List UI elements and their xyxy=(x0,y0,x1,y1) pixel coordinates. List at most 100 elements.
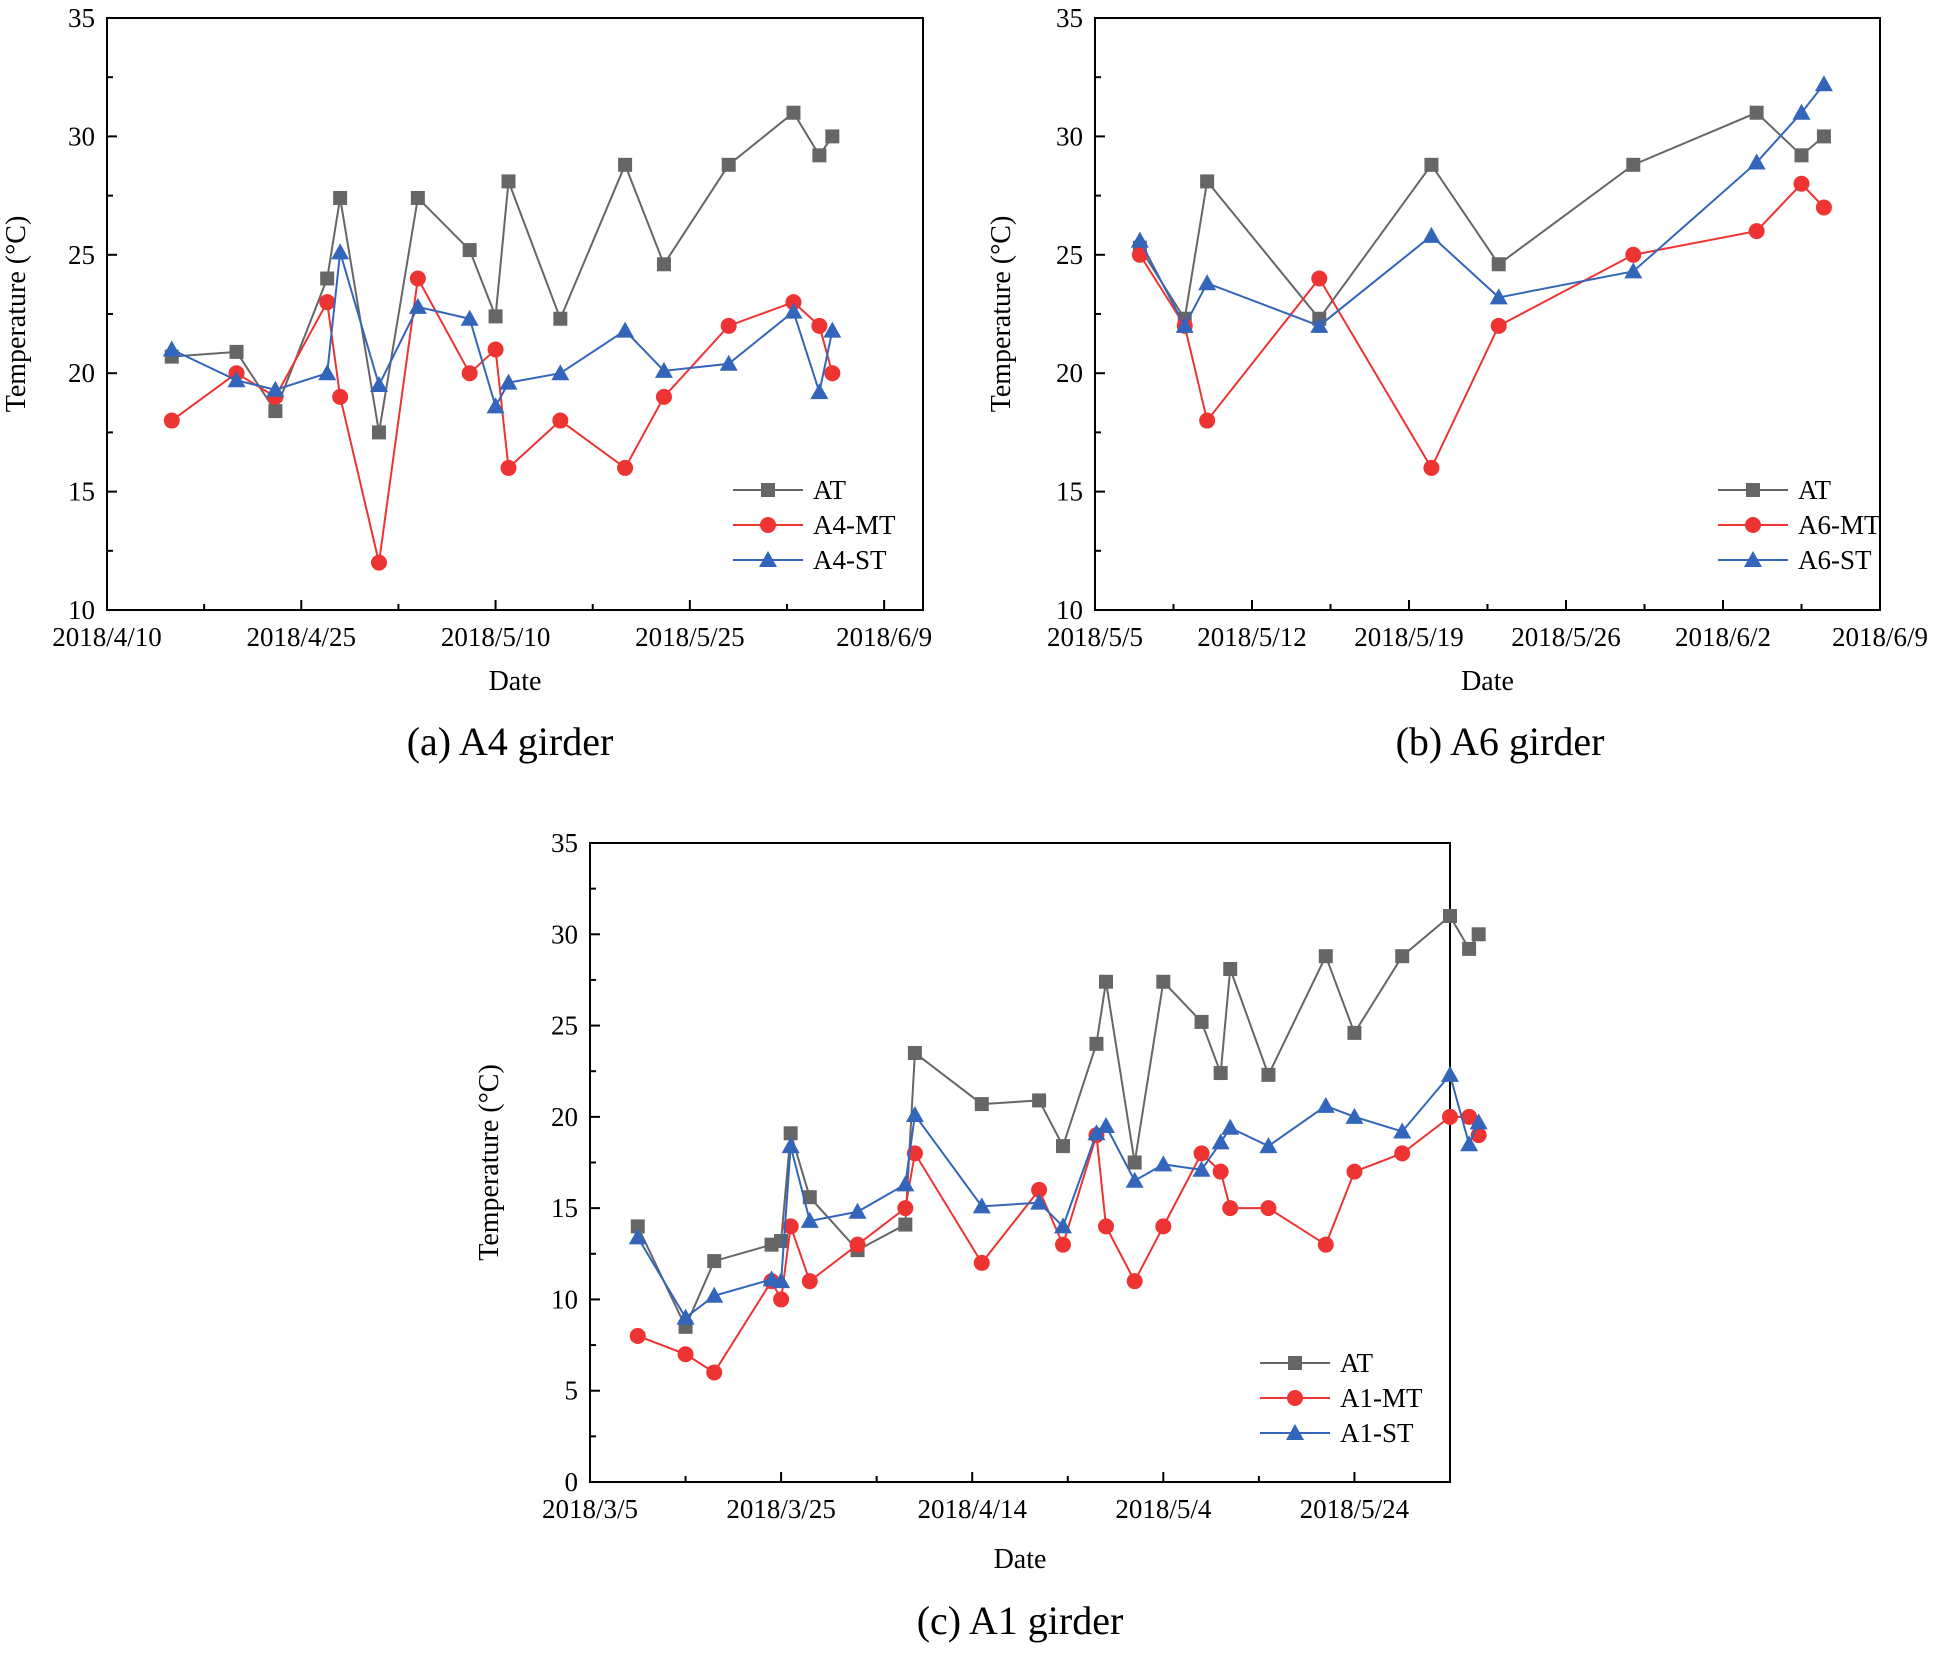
data-point-A6-MT xyxy=(1199,412,1216,429)
x-tick-label: 2018/5/24 xyxy=(1300,1494,1410,1524)
data-point-A6-MT xyxy=(1625,246,1642,263)
data-point-A1-MT xyxy=(629,1327,646,1344)
data-point-A4-ST xyxy=(460,309,479,326)
data-point-A6-ST xyxy=(1310,316,1329,333)
data-point-A4-ST xyxy=(551,364,570,381)
data-point-A1-ST xyxy=(1125,1171,1144,1188)
data-point-A6-ST xyxy=(1175,316,1194,333)
data-point-A1-ST xyxy=(1030,1193,1049,1210)
series-line-AT xyxy=(1139,111,1825,322)
x-tick-label: 2018/3/25 xyxy=(726,1494,836,1524)
data-point-A6-MT xyxy=(1815,199,1832,216)
y-tick-label: 25 xyxy=(1056,240,1083,270)
x-tick-label: 2018/6/9 xyxy=(836,622,932,652)
x-tick-label: 2018/3/5 xyxy=(542,1494,638,1524)
data-point-A1-ST xyxy=(1192,1160,1211,1177)
data-point-A4-ST xyxy=(370,376,388,393)
legend-marker-A4-MT xyxy=(760,517,776,533)
data-point-A1-ST xyxy=(1469,1113,1488,1130)
data-point-A1-MT xyxy=(1055,1236,1071,1253)
data-point-A1-MT xyxy=(1155,1218,1172,1235)
data-point-AT xyxy=(1056,1139,1070,1154)
data-point-AT xyxy=(1194,1014,1209,1029)
data-point-A4-MT xyxy=(409,270,426,287)
plot-frame xyxy=(589,842,1451,1483)
data-point-AT xyxy=(1213,1066,1228,1081)
legend-label: A4-ST xyxy=(813,545,887,575)
series-line-A6-MT xyxy=(1139,182,1825,471)
data-point-A4-ST xyxy=(654,361,673,378)
y-tick-label: 35 xyxy=(1056,3,1083,33)
data-point-A6-MT xyxy=(1793,175,1810,192)
data-point-A1-MT xyxy=(1442,1108,1458,1125)
y-tick-label: 20 xyxy=(1056,358,1083,388)
legend-marker-AT xyxy=(1746,483,1760,497)
data-point-A1-ST xyxy=(1097,1116,1115,1133)
y-tick-label: 30 xyxy=(1056,121,1083,151)
data-point-AT xyxy=(553,311,568,326)
y-tick-label: 10 xyxy=(1056,595,1083,625)
plot-frame xyxy=(106,17,924,611)
data-point-A4-ST xyxy=(616,321,635,338)
panel-a6-girder: 10 15 20 25 30 35 2018/5/5 2018/5/12 2018/5/19 20… xyxy=(986,3,1928,764)
legend-marker-A4-ST xyxy=(759,551,777,567)
legend-label: A6-ST xyxy=(1798,545,1872,575)
legend-marker-AT xyxy=(761,483,775,497)
data-point-AT xyxy=(898,1217,913,1232)
legend-label: AT xyxy=(1340,1348,1374,1378)
x-tick-label: 2018/6/2 xyxy=(1675,622,1771,652)
panel-a4-girder: 10 15 20 25 30 35 2018/4/10 2018/4/25 2018/5/10 2… xyxy=(1,3,932,764)
data-point-A1-MT xyxy=(1461,1108,1478,1125)
legend-label: A6-MT xyxy=(1798,510,1881,540)
legend-marker-A1-ST xyxy=(1286,1424,1304,1440)
x-tick-label: 2018/5/4 xyxy=(1115,1494,1212,1524)
legend-marker-A1-MT xyxy=(1287,1390,1303,1406)
data-point-A6-ST xyxy=(1747,153,1766,170)
data-point-A4-ST xyxy=(823,321,842,338)
legend-label: A1-MT xyxy=(1340,1383,1423,1413)
x-tick-label: 2018/5/26 xyxy=(1511,622,1621,652)
data-point-A4-ST xyxy=(266,380,285,397)
data-point-A4-MT xyxy=(785,294,802,311)
data-point-AT xyxy=(1032,1093,1047,1108)
data-point-AT xyxy=(1318,949,1333,964)
data-point-A1-ST xyxy=(705,1286,724,1303)
data-point-A1-MT xyxy=(1260,1200,1277,1217)
panel-a1-girder: 0 5 10 15 20 25 30 35 2018/3/5 2018/3/25 2018/4/14… xyxy=(474,828,1488,1643)
data-point-A1-MT xyxy=(706,1364,723,1381)
data-point-A1-MT xyxy=(897,1200,914,1217)
data-point-A1-MT xyxy=(849,1236,866,1253)
x-tick-label: 2018/4/14 xyxy=(917,1494,1027,1524)
x-tick-label: 2018/5/12 xyxy=(1197,622,1307,652)
data-point-AT xyxy=(1424,157,1439,172)
data-point-AT xyxy=(1089,1036,1104,1051)
panel-caption: (b) A6 girder xyxy=(1396,719,1605,764)
data-point-A4-MT xyxy=(332,388,349,405)
x-tick-label: 2018/5/10 xyxy=(441,622,551,652)
data-point-A1-MT xyxy=(677,1346,694,1363)
data-point-A4-ST xyxy=(810,383,829,400)
data-point-A4-ST xyxy=(318,364,337,381)
x-axis-title: Date xyxy=(489,666,542,697)
data-point-AT xyxy=(1261,1067,1276,1082)
y-tick-label: 20 xyxy=(551,1102,578,1132)
data-point-AT xyxy=(1395,949,1410,964)
data-point-AT xyxy=(410,190,425,205)
data-point-A6-ST xyxy=(1198,274,1217,291)
x-tick-label: 2018/5/25 xyxy=(635,622,745,652)
data-point-A4-MT xyxy=(500,459,517,476)
data-point-A4-ST xyxy=(784,302,803,319)
data-point-AT xyxy=(1127,1155,1142,1170)
data-point-A6-MT xyxy=(1423,459,1440,476)
data-point-A4-MT xyxy=(163,412,180,429)
data-point-A6-MT xyxy=(1748,223,1765,240)
data-point-A4-MT xyxy=(655,388,672,405)
data-point-A1-ST xyxy=(1154,1155,1173,1172)
data-point-A6-ST xyxy=(1489,288,1508,305)
data-point-AT xyxy=(786,105,801,120)
data-point-A1-ST xyxy=(1259,1137,1278,1154)
y-tick-label: 25 xyxy=(68,240,95,270)
x-tick-label: 2018/5/19 xyxy=(1354,622,1464,652)
legend-label: A1-ST xyxy=(1340,1418,1414,1448)
